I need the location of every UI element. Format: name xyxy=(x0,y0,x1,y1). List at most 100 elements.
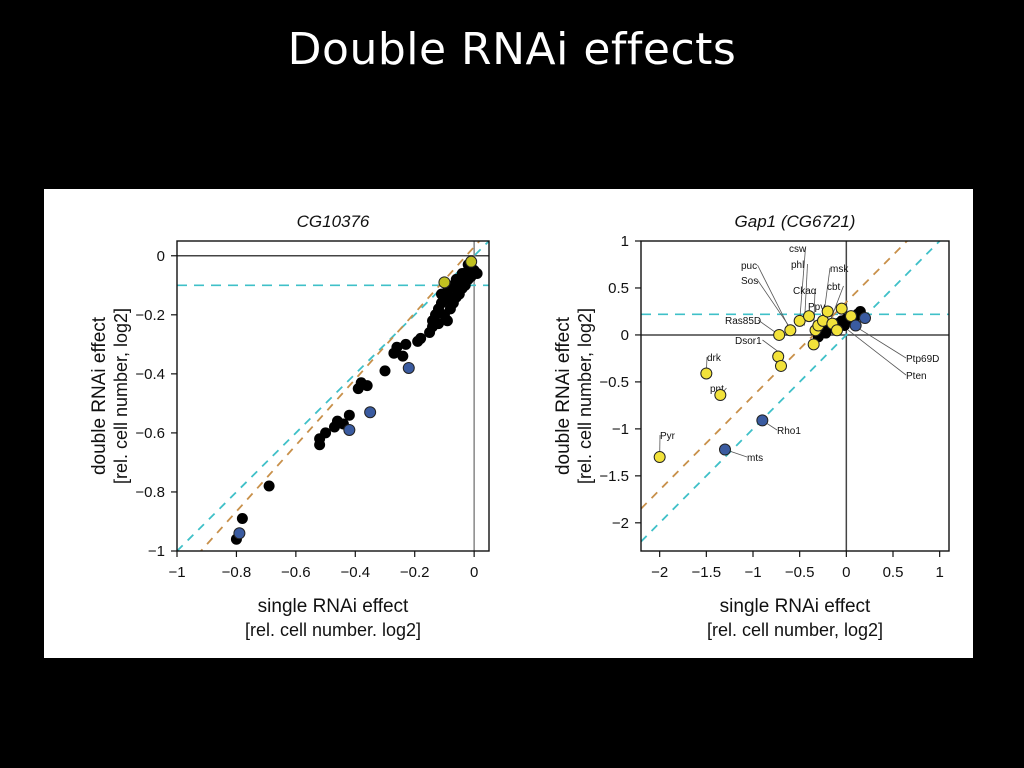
data-point-neutral xyxy=(379,365,391,377)
data-point-neutral xyxy=(343,409,355,421)
data-point-buffering xyxy=(438,276,451,289)
data-point-buffering xyxy=(803,310,815,323)
data-point-neutral xyxy=(415,332,427,344)
data-point-neutral xyxy=(441,315,453,327)
y-tick-label: −0.5 xyxy=(599,374,629,391)
data-point-neutral xyxy=(236,513,248,525)
data-point-synergistic xyxy=(402,361,415,374)
x-tick-label: 0 xyxy=(470,564,478,581)
point-label-cbt: cbt xyxy=(827,282,841,293)
slide-title: Double RNAi effects xyxy=(287,24,737,75)
point-label-puc: puc xyxy=(741,261,757,272)
data-point-synergistic xyxy=(849,319,862,332)
x-axis-label-units: [rel. cell number, log2] xyxy=(707,620,883,640)
data-point-neutral xyxy=(397,350,409,362)
point-label-msk: msk xyxy=(830,264,849,275)
data-point-buffering xyxy=(807,338,820,351)
y-tick-label: −1 xyxy=(148,543,165,560)
x-tick-label: −0.2 xyxy=(400,564,430,581)
data-point-buffering xyxy=(700,367,713,380)
data-point-neutral xyxy=(435,288,447,300)
x-tick-label: −0.6 xyxy=(281,564,311,581)
plot-frame xyxy=(176,240,490,552)
data-point-buffering xyxy=(714,389,727,402)
chart-title: Gap1 (CG6721) xyxy=(735,212,856,231)
x-tick-label: −1.5 xyxy=(692,564,722,581)
y-tick-label: −0.8 xyxy=(135,484,165,501)
ref-line-expected xyxy=(641,241,909,510)
point-label-pnt: pnt xyxy=(710,384,724,395)
plot-frame xyxy=(640,240,950,552)
point-label-phl: phl xyxy=(791,260,804,271)
point-label-drk: drk xyxy=(707,353,722,364)
chart-2: csw phl msk puc Sos cbt Ckaα Ppv Ras85D Dsor1 drk p… xyxy=(553,233,950,640)
y-tick-label: −1.5 xyxy=(599,468,629,485)
point-label-dsor1: Dsor1 xyxy=(735,336,762,347)
data-point-neutral xyxy=(320,427,332,439)
data-point-neutral xyxy=(432,318,444,330)
y-axis-label-units: [rel. cell number, log2] xyxy=(111,308,131,484)
x-axis-label-units: [rel. cell number. log2] xyxy=(245,620,421,640)
data-point-buffering xyxy=(831,324,843,337)
chart-1: −1 −0.8 −0.6 −0.4 −0.2 0 0 −0.2 −0.4 −0.6 −0.8 −1 si… xyxy=(89,240,490,640)
point-label-rho1: Rho1 xyxy=(777,426,801,437)
data-point-neutral xyxy=(450,291,462,303)
data-point-buffering xyxy=(773,328,786,341)
x-tick-label: 0.5 xyxy=(883,564,904,581)
y-axis-label-units: [rel. cell number, log2] xyxy=(575,308,595,484)
data-point-synergistic xyxy=(364,406,377,419)
data-point-buffering xyxy=(784,324,797,337)
figure-panel: −1 −0.8 −0.6 −0.4 −0.2 0 0 −0.2 −0.4 −0.6 −0.8 −1 si… xyxy=(44,189,973,658)
data-point-buffering xyxy=(835,302,848,315)
y-tick-label: −0.4 xyxy=(135,366,165,383)
ref-line-expected xyxy=(199,241,481,551)
data-point-synergistic xyxy=(756,414,769,427)
data-point-synergistic xyxy=(719,443,731,456)
point-label-sos: Sos xyxy=(741,276,758,287)
y-tick-label: −0.6 xyxy=(135,425,165,442)
chart-title: CG10376 xyxy=(297,212,370,231)
data-point-neutral xyxy=(391,341,403,353)
data-point-synergistic xyxy=(859,312,871,325)
data-point-buffering xyxy=(845,310,857,323)
x-tick-label: −0.5 xyxy=(785,564,815,581)
y-tick-label: 1 xyxy=(621,233,629,250)
data-point-synergistic xyxy=(343,423,356,436)
label-leader xyxy=(799,247,806,321)
x-tick-label: −0.4 xyxy=(340,564,370,581)
label-leader xyxy=(757,264,791,331)
x-tick-label: 0 xyxy=(842,564,850,581)
data-point-buffering xyxy=(653,451,666,464)
y-tick-label: 0 xyxy=(157,248,165,265)
x-tick-label: −0.8 xyxy=(222,564,252,581)
point-label-ckaα: Ckaα xyxy=(793,286,817,297)
data-point-neutral xyxy=(263,480,275,492)
x-tick-label: −1 xyxy=(744,564,761,581)
data-point-buffering xyxy=(821,305,834,318)
ref-line-identity xyxy=(641,241,941,543)
x-tick-label: −2 xyxy=(651,564,668,581)
point-label-ppv: Ppv xyxy=(808,302,825,313)
point-label-ras85d: Ras85D xyxy=(725,316,761,327)
data-point-neutral xyxy=(400,338,412,350)
data-point-synergistic xyxy=(233,527,246,540)
data-point-neutral xyxy=(361,380,373,392)
y-tick-label: −1 xyxy=(612,421,629,438)
point-label-mts: mts xyxy=(747,453,763,464)
data-point-neutral xyxy=(820,327,832,339)
x-tick-label: −1 xyxy=(168,564,185,581)
point-label-csw: csw xyxy=(789,244,807,255)
data-point-neutral xyxy=(471,267,483,279)
label-leader xyxy=(847,329,907,376)
x-axis-label: single RNAi effect xyxy=(258,596,409,617)
data-point-buffering xyxy=(793,314,806,327)
x-tick-label: 1 xyxy=(935,564,943,581)
y-tick-label: −0.2 xyxy=(135,307,165,324)
point-label-pyr: Pyr xyxy=(660,431,676,442)
y-axis-label: double RNAi effect xyxy=(553,316,574,475)
y-tick-label: 0 xyxy=(621,327,629,344)
y-tick-label: 0.5 xyxy=(608,280,629,297)
data-point-buffering xyxy=(465,255,478,268)
point-label-ptp69d: Ptp69D xyxy=(906,354,939,365)
point-label-pten: Pten xyxy=(906,371,927,382)
